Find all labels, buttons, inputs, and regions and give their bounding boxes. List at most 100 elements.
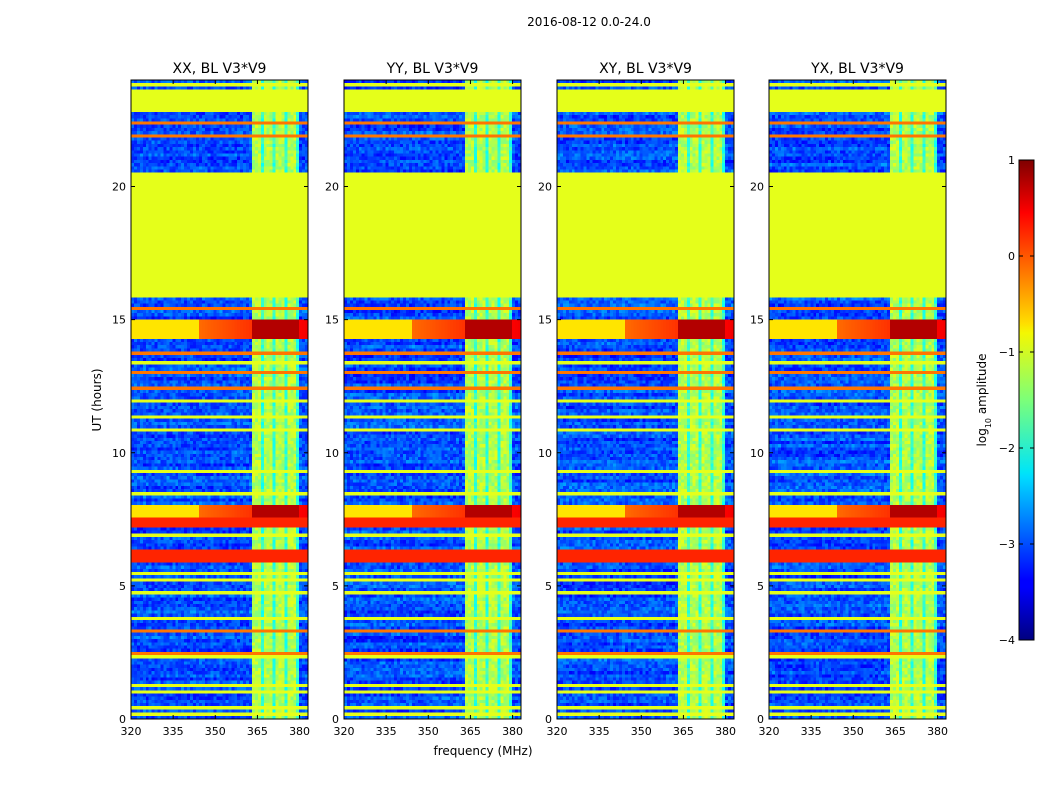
heatmap-cell bbox=[155, 112, 158, 116]
heatmap-cell bbox=[258, 99, 261, 103]
heatmap-cell bbox=[220, 109, 223, 113]
heatmap-cell bbox=[302, 99, 305, 103]
heatmap-cell bbox=[202, 96, 205, 100]
heatmap-cell bbox=[214, 96, 217, 100]
heatmap-cell bbox=[181, 118, 184, 122]
heatmap-cell bbox=[299, 99, 302, 103]
heatmap-cell bbox=[255, 125, 258, 129]
heatmap-cell bbox=[222, 112, 225, 116]
heatmap-cell bbox=[202, 115, 205, 119]
heatmap-cell bbox=[293, 122, 296, 126]
heatmap-cell bbox=[296, 109, 299, 113]
heatmap-cell bbox=[273, 109, 276, 113]
heatmap-cell bbox=[249, 106, 252, 110]
heatmap-cell bbox=[175, 90, 178, 94]
heatmap-cell bbox=[152, 112, 155, 116]
heatmap-cell bbox=[175, 109, 178, 113]
heatmap-cell bbox=[166, 112, 169, 116]
heatmap-cell bbox=[187, 90, 190, 94]
heatmap-cell bbox=[163, 112, 166, 116]
heatmap-cell bbox=[158, 86, 161, 90]
heatmap-cell bbox=[270, 102, 273, 106]
heatmap-cell bbox=[149, 86, 152, 90]
heatmap-cell bbox=[181, 99, 184, 103]
heatmap-cell bbox=[181, 80, 184, 84]
heatmap-cell bbox=[196, 115, 199, 119]
heatmap-cell bbox=[217, 83, 220, 87]
heatmap-cell bbox=[163, 83, 166, 87]
heatmap-cell bbox=[143, 109, 146, 113]
heatmap-cell bbox=[296, 115, 299, 119]
heatmap-cell bbox=[234, 99, 237, 103]
heatmap-cell bbox=[152, 96, 155, 100]
heatmap-cell bbox=[205, 102, 208, 106]
heatmap-cell bbox=[158, 93, 161, 97]
heatmap-cell bbox=[175, 102, 178, 106]
heatmap-cell bbox=[261, 109, 264, 113]
heatmap-cell bbox=[208, 90, 211, 94]
heatmap-cell bbox=[199, 80, 202, 84]
heatmap-cell bbox=[146, 106, 149, 110]
heatmap-cell bbox=[273, 93, 276, 97]
heatmap-cell bbox=[299, 102, 302, 106]
heatmap-cell bbox=[202, 86, 205, 90]
heatmap-cell bbox=[181, 115, 184, 119]
heatmap-cell bbox=[217, 115, 220, 119]
heatmap-cell bbox=[199, 118, 202, 122]
heatmap-cell bbox=[205, 118, 208, 122]
heatmap-cell bbox=[225, 83, 228, 87]
heatmap-cell bbox=[237, 96, 240, 100]
heatmap-cell bbox=[166, 115, 169, 119]
heatmap-cell bbox=[279, 102, 282, 106]
heatmap-cell bbox=[211, 112, 214, 116]
heatmap-cell bbox=[205, 99, 208, 103]
heatmap-cell bbox=[276, 125, 279, 129]
heatmap-cell bbox=[299, 115, 302, 119]
heatmap-cell bbox=[249, 99, 252, 103]
heatmap-cell bbox=[158, 112, 161, 116]
heatmap-cell bbox=[240, 106, 243, 110]
heatmap-cell bbox=[252, 99, 255, 103]
heatmap-cell bbox=[287, 122, 290, 126]
heatmap-cell bbox=[172, 96, 175, 100]
heatmap-cell bbox=[261, 112, 264, 116]
heatmap-cell bbox=[287, 125, 290, 129]
heatmap-cell bbox=[161, 93, 164, 97]
heatmap-cell bbox=[169, 102, 172, 106]
heatmap-cell bbox=[258, 109, 261, 113]
heatmap-cell bbox=[163, 86, 166, 90]
heatmap-cell bbox=[246, 96, 249, 100]
heatmap-cell bbox=[161, 102, 164, 106]
heatmap-cell bbox=[267, 86, 270, 90]
heatmap-cell bbox=[193, 112, 196, 116]
heatmap-cell bbox=[287, 115, 290, 119]
heatmap-cell bbox=[187, 125, 190, 129]
heatmap-cell bbox=[255, 109, 258, 113]
heatmap-cell bbox=[246, 80, 249, 84]
heatmap-cell bbox=[214, 106, 217, 110]
heatmap-cell bbox=[149, 106, 152, 110]
heatmap-cell bbox=[143, 106, 146, 110]
heatmap-cell bbox=[284, 99, 287, 103]
heatmap-cell bbox=[234, 102, 237, 106]
heatmap-cell bbox=[287, 99, 290, 103]
heatmap-cell bbox=[249, 115, 252, 119]
heatmap-cell bbox=[234, 80, 237, 84]
heatmap-cell bbox=[161, 125, 164, 129]
heatmap-cell bbox=[184, 93, 187, 97]
heatmap-cell bbox=[290, 122, 293, 126]
heatmap-cell bbox=[140, 112, 143, 116]
heatmap-cell bbox=[166, 80, 169, 84]
heatmap-cell bbox=[193, 118, 196, 122]
heatmap-cell bbox=[193, 90, 196, 94]
heatmap-cell bbox=[287, 90, 290, 94]
heatmap-cell bbox=[190, 118, 193, 122]
heatmap-cell bbox=[270, 96, 273, 100]
heatmap-cell bbox=[231, 86, 234, 90]
heatmap-cell bbox=[296, 80, 299, 84]
heatmap-cell bbox=[270, 99, 273, 103]
heatmap-cell bbox=[299, 118, 302, 122]
heatmap-cell bbox=[202, 125, 205, 129]
heatmap-cell bbox=[293, 80, 296, 84]
heatmap-cell bbox=[199, 122, 202, 126]
